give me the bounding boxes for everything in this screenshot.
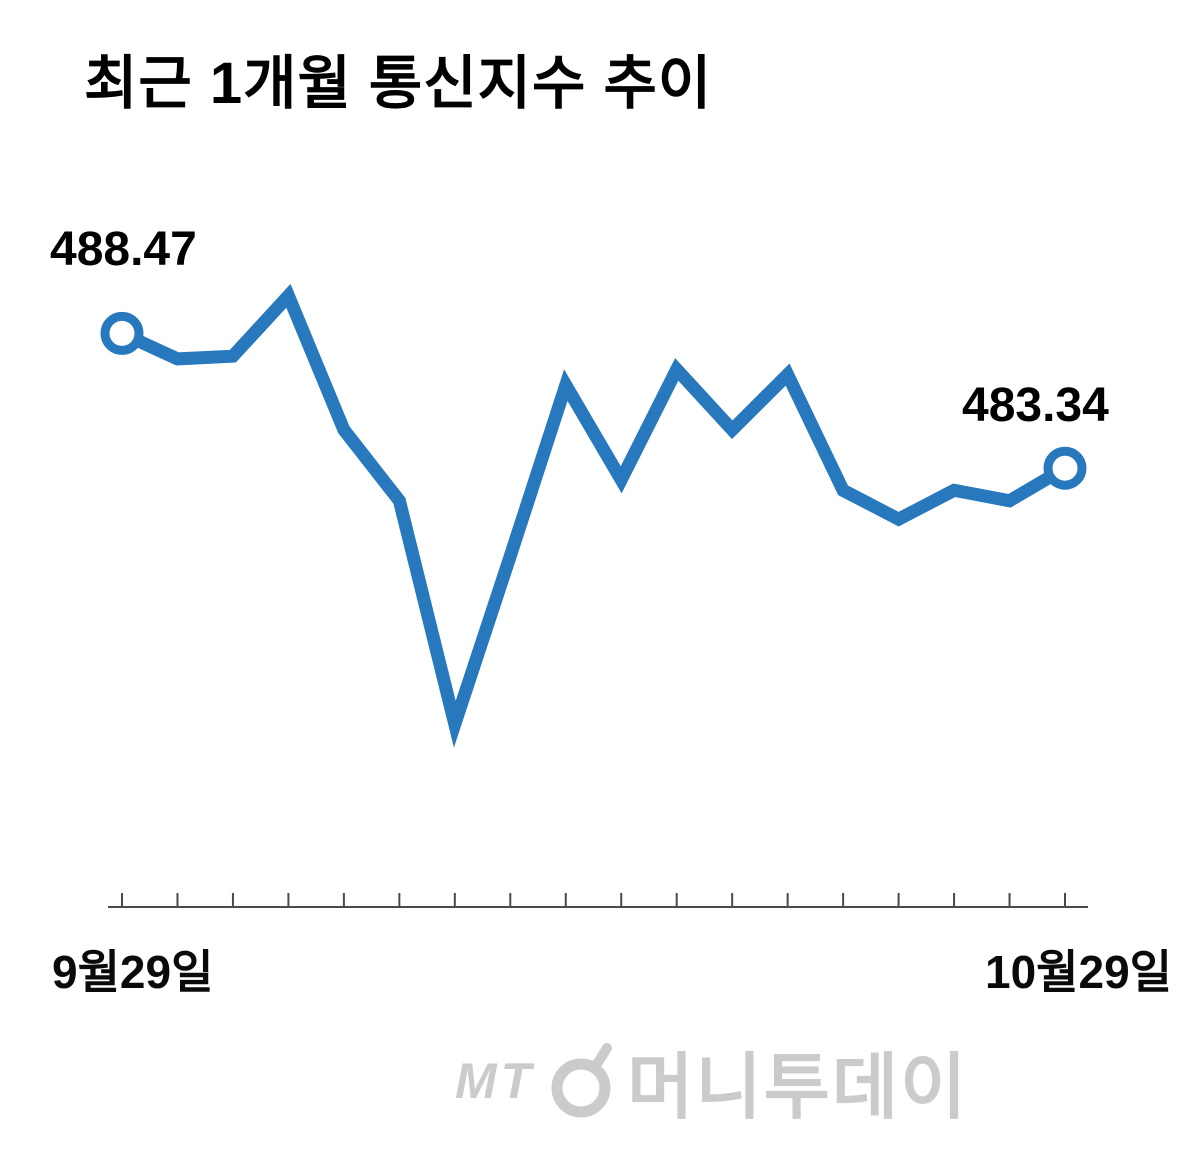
- moneytoday-circle-logo-icon: [551, 1042, 613, 1117]
- watermark-mt-label: MT: [455, 1052, 536, 1109]
- watermark: MT 머니투데이: [455, 1028, 968, 1133]
- end-value-label: 483.34: [962, 379, 1109, 432]
- end-marker: [1043, 446, 1087, 490]
- x-label-end: 10월29일: [985, 946, 1172, 998]
- start-value-label: 488.47: [50, 223, 197, 276]
- start-marker: [100, 311, 144, 355]
- x-axis-ticks: [121, 893, 1066, 907]
- index-line: [119, 283, 1069, 748]
- x-label-start: 9월29일: [52, 946, 214, 998]
- watermark-logo-text: 머니투데이: [627, 1048, 969, 1128]
- chart-title: 최근 1개월 통신지수 추이: [84, 51, 713, 116]
